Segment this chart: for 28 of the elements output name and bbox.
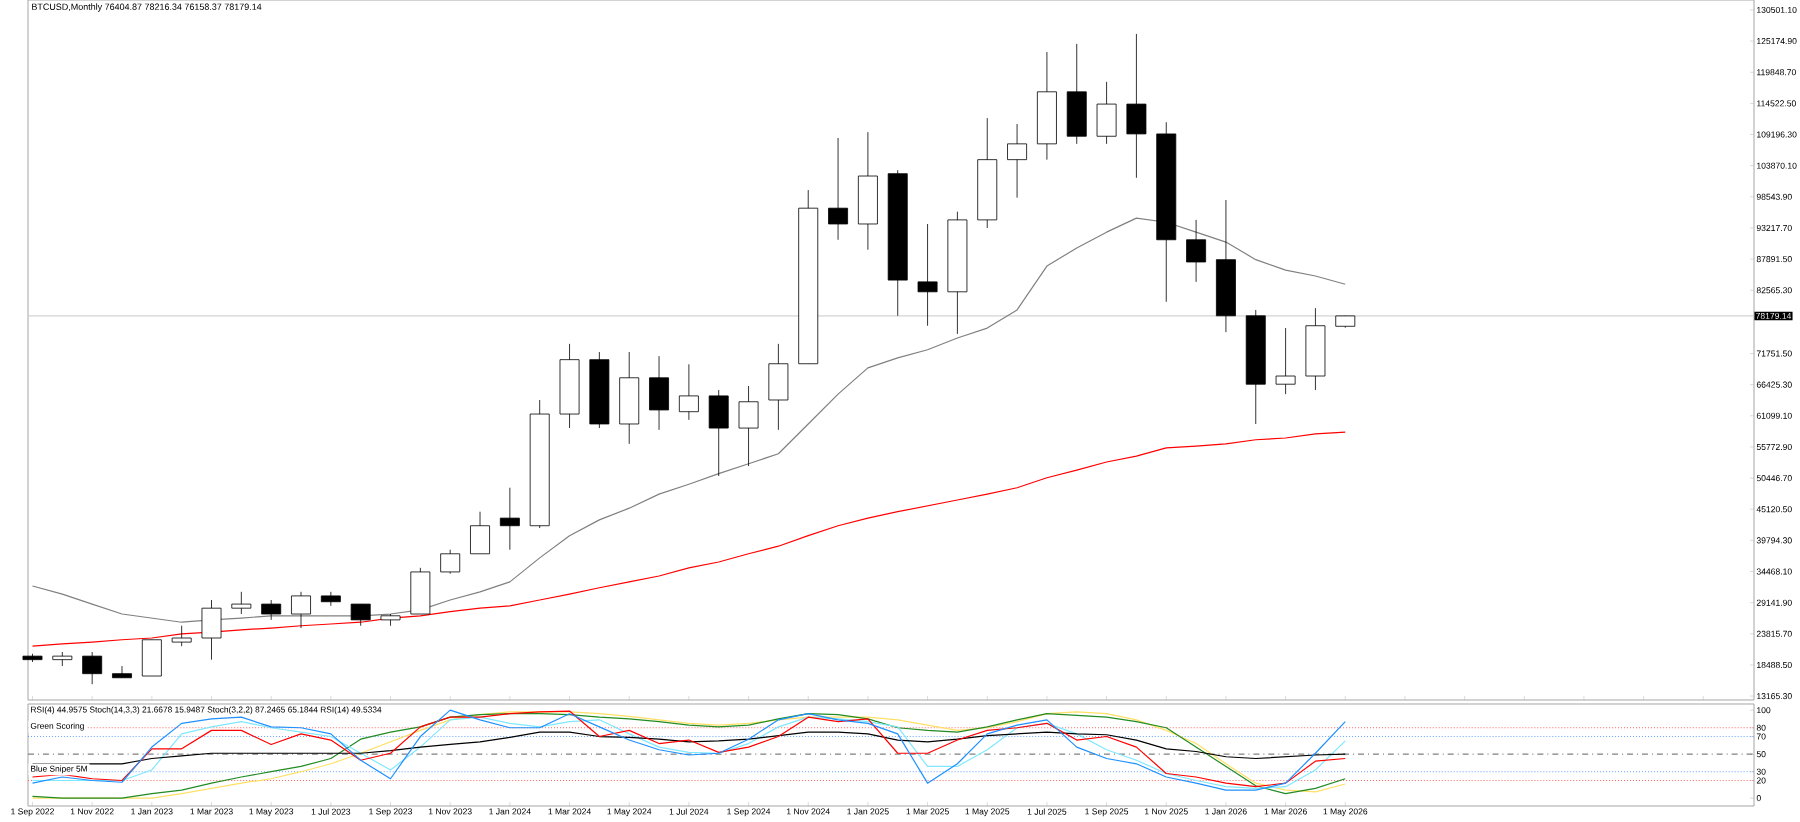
- candlestick: [1007, 123, 1028, 199]
- candlestick: [171, 625, 192, 647]
- candlestick: [112, 665, 132, 679]
- candlestick: [649, 355, 669, 431]
- candlestick: [708, 389, 729, 477]
- candlestick: [261, 599, 282, 621]
- candlestick: [82, 651, 103, 685]
- candlestick: [1186, 219, 1207, 283]
- candlestick: [678, 363, 699, 421]
- candlestick: [440, 549, 461, 575]
- candlestick: [1275, 327, 1296, 395]
- candlestick: [410, 567, 431, 615]
- candlestick: [828, 137, 848, 241]
- candlestick: [291, 591, 311, 629]
- candlestick: [619, 351, 640, 445]
- candlestick: [738, 385, 759, 467]
- candlestick: [768, 343, 789, 431]
- candlestick: [1126, 33, 1147, 179]
- candlestick: [857, 131, 878, 251]
- candlestick: [201, 599, 222, 661]
- candlestick: [1066, 43, 1087, 145]
- candlestick: [1096, 81, 1117, 145]
- candlestick: [499, 487, 520, 551]
- candlestick: [350, 603, 371, 627]
- candlestick: [470, 511, 490, 555]
- candlestick: [917, 223, 938, 327]
- candlestick: [231, 591, 252, 615]
- candlestick: [141, 639, 162, 677]
